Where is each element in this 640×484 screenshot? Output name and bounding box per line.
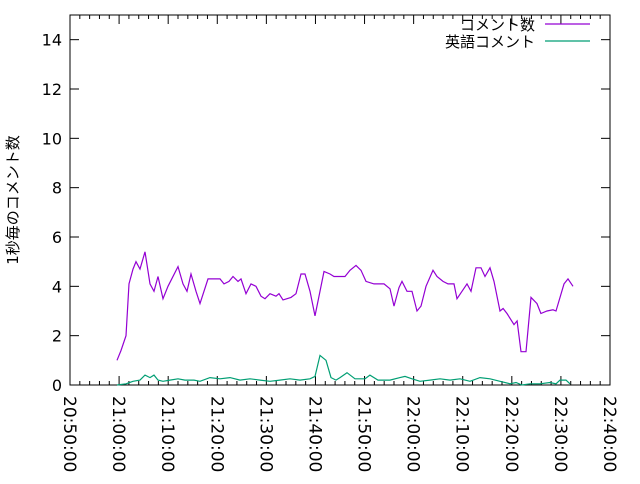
y-tick-label: 8: [52, 179, 62, 198]
x-tick-label: 22:10:00: [452, 396, 472, 472]
x-tick-label: 20:50:00: [59, 396, 79, 472]
y-axis-label: 1秒毎のコメント数: [4, 135, 22, 265]
x-tick-label: 21:10:00: [157, 396, 177, 472]
legend-label: コメント数: [460, 16, 535, 34]
y-tick-label: 6: [52, 228, 62, 247]
x-tick-label: 22:20:00: [501, 396, 521, 472]
axes: 0 2 4 6 8 10 12 14 20:50:00 21:00:00 21:10:00 21:20…: [42, 14, 619, 472]
y-tick-label: 4: [52, 277, 62, 296]
x-tick-label: 21:20:00: [206, 396, 226, 472]
x-tick-label: 21:40:00: [304, 396, 324, 472]
plot-border: [69, 14, 611, 386]
y-tick-label: 10: [42, 129, 62, 148]
x-tick-label: 21:50:00: [354, 396, 374, 472]
x-tick-label: 21:30:00: [255, 396, 275, 472]
series-lines: [116, 251, 574, 386]
x-tick-label: 22:30:00: [550, 396, 570, 472]
y-tick-label: 14: [42, 31, 62, 50]
y-tick-label: 0: [52, 376, 62, 395]
x-tick-label: 21:00:00: [108, 396, 128, 472]
y-tick-label: 2: [52, 327, 62, 346]
series-line-2: [116, 354, 571, 386]
legend-label: 英語コメント: [445, 33, 535, 51]
series-line-1: [116, 251, 574, 361]
y-tick-label: 12: [42, 80, 62, 99]
x-tick-label: 22:40:00: [599, 396, 619, 472]
x-tick-label: 22:00:00: [403, 396, 423, 472]
